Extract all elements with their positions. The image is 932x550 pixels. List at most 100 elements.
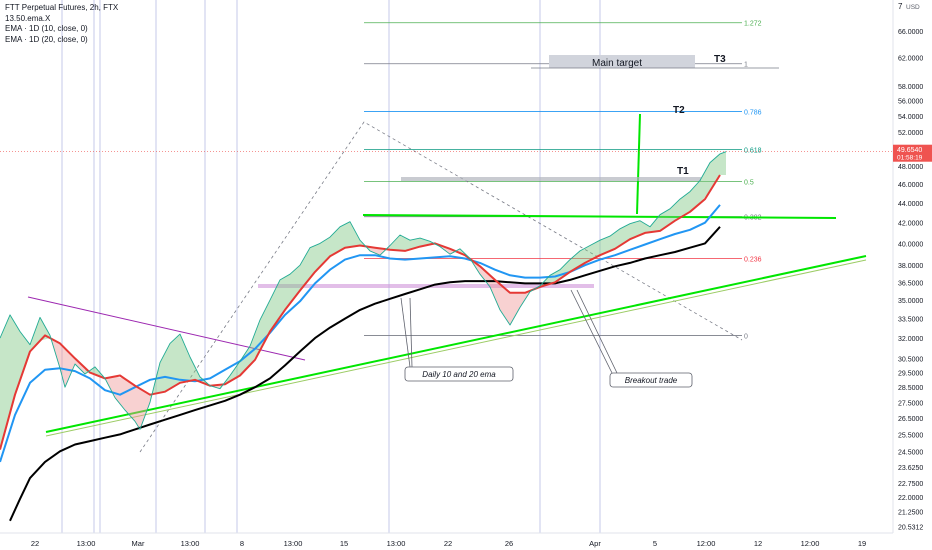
price-tick-label: 36.5000 <box>898 280 923 287</box>
series-ema-1d-20-close-0-[interactable] <box>9 226 721 522</box>
cloud-fill <box>160 343 170 393</box>
fib-level-label: 1 <box>744 62 748 69</box>
fib-trend-dashed[interactable] <box>139 121 743 453</box>
countdown: 01:58:19 <box>897 155 923 162</box>
time-tick-label: 15 <box>340 539 348 548</box>
rising-trendline[interactable] <box>45 255 867 433</box>
time-tick-label: 12 <box>754 539 762 548</box>
time-tick-label: 13:00 <box>77 539 96 548</box>
rising-trendline-2[interactable] <box>45 259 867 437</box>
cloud-fill <box>260 300 270 351</box>
cloud-fill <box>710 153 720 191</box>
cloud-fill <box>140 388 150 430</box>
time-tick-label: 13:00 <box>284 539 303 548</box>
cloud-fill <box>270 279 280 332</box>
time-tick-label: 22 <box>31 539 39 548</box>
currency-label: USD <box>906 4 920 11</box>
cloud-fill <box>40 317 50 341</box>
price-tick-label: 62.0000 <box>898 56 923 63</box>
legend-line2[interactable]: 13.50.ema.X <box>5 13 51 23</box>
t1-label: T1 <box>677 166 689 177</box>
cloud-fill <box>75 358 85 375</box>
t1-zone <box>401 177 701 181</box>
price-tick-label: 26.5000 <box>898 416 923 423</box>
price-tick-label: 56.0000 <box>898 99 923 106</box>
time-tick-label: 12:00 <box>801 539 820 548</box>
cloud-fill <box>60 343 65 388</box>
cloud-fill <box>180 334 190 383</box>
breakout-note-box[interactable] <box>609 372 693 388</box>
series <box>0 151 727 522</box>
legend-ema10[interactable]: EMA · 1D (10, close, 0) <box>5 24 88 33</box>
price-tick-label: 52.0000 <box>898 130 923 137</box>
price-tick-label: 22.7500 <box>898 481 923 488</box>
price-axis-top: 7 <box>898 2 903 11</box>
cloud-fill <box>680 191 690 218</box>
last-price-tag[interactable] <box>893 144 932 162</box>
time-tick-label: 13:00 <box>181 539 200 548</box>
time-tick-label: Apr <box>589 539 601 548</box>
price-tick-label: 22.0000 <box>898 495 923 502</box>
cloud-fill <box>65 348 75 388</box>
price-tick-label: 58.0000 <box>898 84 923 91</box>
main-target-box[interactable] <box>549 55 695 68</box>
price-tick-label: 42.0000 <box>898 221 923 228</box>
cloud-fill <box>720 151 726 176</box>
series-ema-1d-10-close-0-[interactable] <box>0 204 721 463</box>
price-tick-label: 54.0000 <box>898 114 923 121</box>
price-tick-label: 24.5000 <box>898 449 923 456</box>
time-tick-label: 22 <box>444 539 452 548</box>
legend-symbol[interactable]: FTT Perpetual Futures, 2h, FTX <box>5 3 119 12</box>
cloud-fill <box>700 162 710 204</box>
cloud-fill <box>190 357 200 382</box>
cloud-fill <box>240 346 250 376</box>
cloud-fill <box>390 235 400 251</box>
price-tick-label: 44.0000 <box>898 201 923 208</box>
price-tick-label: 23.6250 <box>898 465 923 472</box>
price-tick-label: 46.0000 <box>898 182 923 189</box>
t2-label: T2 <box>673 105 685 116</box>
annotations[interactable]: Main target T3 T2 T1 Daily 10 and 20 ema Brea… <box>400 54 779 388</box>
cloud-fill <box>590 240 600 261</box>
breakout-pointer <box>570 289 613 374</box>
fib-level-label: 0.618 <box>744 148 762 155</box>
series-price[interactable] <box>0 151 727 430</box>
time-tick-label: 5 <box>653 539 657 548</box>
cloud-fill <box>400 235 410 251</box>
price-tick-label: 38.0000 <box>898 263 923 270</box>
ema-note-box[interactable] <box>404 366 514 382</box>
ema-note-text: Daily 10 and 20 ema <box>422 370 496 379</box>
cloud-fill <box>350 221 360 247</box>
price-axis[interactable]: 7 USD 66.0000 62.0000 58.0000 56.0000 54.0000 5… <box>0 2 932 531</box>
cloud-fill <box>640 220 650 236</box>
price-tick-label: 29.5000 <box>898 371 923 378</box>
descending-trendline[interactable] <box>27 296 306 361</box>
price-tick-label: 66.0000 <box>898 29 923 36</box>
breakout-pointer-2 <box>576 289 618 374</box>
legend-ema20[interactable]: EMA · 1D (20, close, 0) <box>5 34 88 44</box>
cloud-fill <box>115 376 125 411</box>
price-tick-label: 20.5312 <box>898 524 923 531</box>
cloud-fill <box>630 220 640 240</box>
time-tick-label: 8 <box>240 539 244 548</box>
cloud-fill <box>500 284 510 326</box>
fib-level-label: 0.236 <box>744 257 762 264</box>
price-tick-label: 27.5000 <box>898 400 923 407</box>
cloud-fill <box>490 275 500 310</box>
projection-line[interactable] <box>636 113 641 215</box>
series-13-50-ema-x[interactable] <box>0 174 721 450</box>
last-price-value: 49.6540 <box>897 147 922 154</box>
time-tick-label: 26 <box>505 539 513 548</box>
price-tick-label: 35.0000 <box>898 298 923 305</box>
price-tick-label: 48.0000 <box>898 164 923 171</box>
cloud-fill <box>135 385 140 430</box>
time-tick-label: 13:00 <box>387 539 406 548</box>
main-target-label: Main target <box>592 58 642 69</box>
drawings[interactable] <box>27 113 867 453</box>
price-tick-label: 33.5000 <box>898 317 923 324</box>
resistance-line[interactable] <box>362 214 837 219</box>
time-axis[interactable]: 22 13:00 Mar 13:00 8 13:00 15 13:00 22 26 Apr 5 12:0… <box>31 539 866 548</box>
price-tick-label: 30.5000 <box>898 356 923 363</box>
